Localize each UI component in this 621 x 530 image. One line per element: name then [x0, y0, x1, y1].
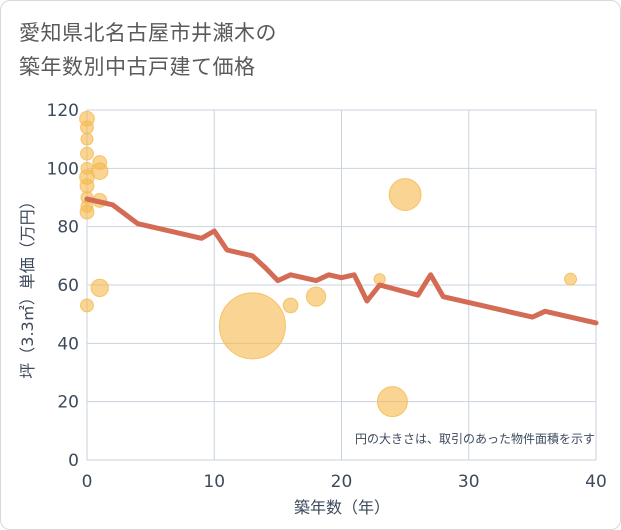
grid-lines: [86, 109, 597, 461]
bubble-layer: [79, 110, 578, 418]
y-tick-label: 20: [57, 393, 79, 413]
y-tick-label: 100: [47, 159, 79, 179]
x-tick-label: 40: [585, 472, 607, 492]
data-bubble: [388, 178, 422, 211]
x-tick-label: 30: [458, 472, 480, 492]
y-tick-label: 40: [57, 334, 79, 354]
x-tick-label: 10: [203, 472, 225, 492]
data-bubble: [305, 286, 327, 307]
data-bubble: [90, 162, 109, 180]
trend-layer: [84, 196, 599, 326]
y-axis-label: 坪（3.3㎡）単価（万円）: [18, 193, 37, 378]
data-bubble: [376, 386, 408, 418]
chart-title: 愛知県北名古屋市井瀬木の 築年数別中古戸建て価格: [19, 16, 277, 84]
data-bubble: [79, 178, 95, 194]
y-tick-label: 120: [47, 101, 79, 121]
y-tick-label: 80: [57, 218, 79, 238]
data-bubble: [80, 132, 94, 146]
data-bubble: [282, 297, 299, 314]
data-bubble: [80, 120, 94, 135]
data-bubble: [218, 292, 286, 360]
x-axis-label: 築年数（年）: [294, 498, 390, 517]
tick-labels: 0 10 20 30 40 0 20 40 60 80 100 120: [47, 101, 607, 492]
data-bubble: [80, 146, 94, 161]
y-tick-label: 0: [68, 451, 79, 471]
chart-title-line-2: 築年数別中古戸建て価格: [19, 55, 256, 79]
data-bubble: [564, 272, 578, 286]
data-bubble: [79, 204, 95, 220]
y-tick-label: 60: [57, 276, 79, 296]
chart-title-line-1: 愛知県北名古屋市井瀬木の: [19, 21, 277, 45]
x-tick-label: 20: [331, 472, 353, 492]
x-tick-label: 0: [82, 472, 93, 492]
data-bubble: [80, 298, 94, 313]
trend-line: [84, 196, 599, 326]
data-bubble: [90, 278, 109, 298]
bubble-size-note: 円の大きさは、取引のあった物件面積を示す: [355, 431, 595, 446]
